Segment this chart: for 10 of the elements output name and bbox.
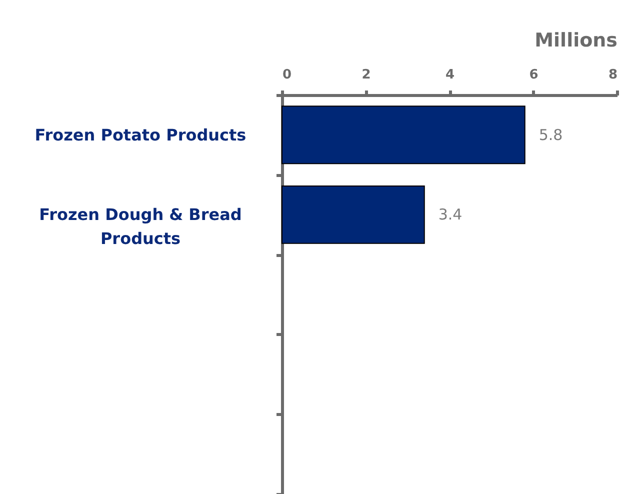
x-axis-title: Millions: [534, 30, 618, 52]
x-tick-label: 4: [445, 68, 455, 82]
y-tick-label: Frozen Dough & Bread Products: [39, 205, 242, 248]
x-tick-label: 6: [529, 68, 538, 82]
x-tick-label: 8: [608, 68, 618, 82]
data-label: 5.8: [538, 126, 563, 144]
y-tick-label: Frozen Potato Products: [34, 125, 246, 144]
x-tick-label: 2: [362, 68, 371, 82]
x-tick-label: 0: [282, 68, 292, 82]
data-label: 3.4: [438, 206, 462, 224]
